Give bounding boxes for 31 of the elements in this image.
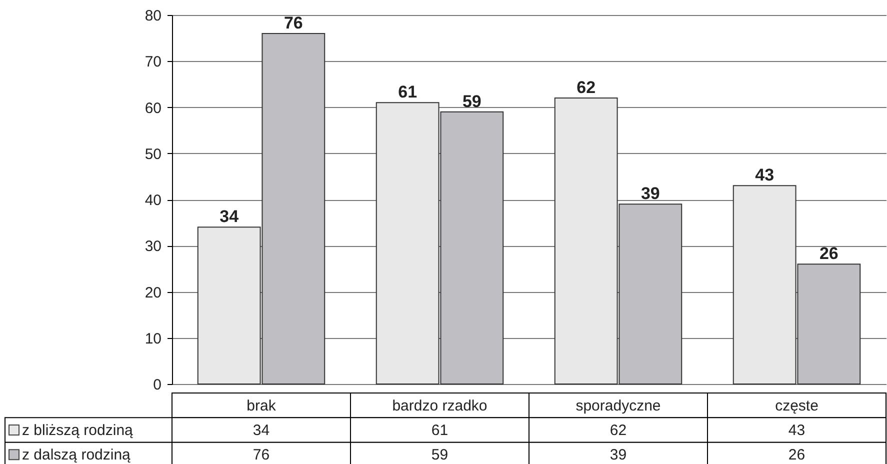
data-label: 26: [788, 446, 806, 464]
data-label: 34: [252, 422, 270, 439]
data-label: 62: [610, 422, 627, 439]
y-tick-label: 20: [144, 284, 162, 302]
y-tick-label: 50: [144, 146, 162, 163]
legend-label: z dalszą rodziną: [22, 446, 132, 464]
annotation: 43: [755, 166, 774, 185]
y-tick-label: 70: [144, 54, 162, 71]
annotation: 62: [576, 78, 596, 98]
annotation: 39: [640, 184, 660, 204]
x-tick-label: brak: [246, 397, 276, 414]
y-tick-label: 40: [144, 192, 162, 209]
legend-label: z bliższą rodziną: [22, 422, 134, 439]
annotation: 61: [398, 82, 418, 102]
y-tick-label: 0: [153, 376, 162, 394]
data-label: 76: [252, 446, 270, 464]
x-tick-label: sporadyczne: [576, 397, 661, 414]
x-tick-label: bardzo rzadko: [392, 397, 488, 414]
annotation: 26: [819, 244, 838, 264]
y-tick-label: 80: [144, 8, 162, 24]
annotation: 34: [220, 207, 240, 226]
annotation: 76: [284, 13, 303, 32]
data-label: 61: [431, 422, 448, 439]
y-tick-label: 10: [144, 330, 162, 348]
annotation: 59: [462, 92, 482, 111]
data-label: 39: [610, 446, 627, 464]
y-tick-label: 60: [144, 100, 162, 117]
data-label: 43: [788, 422, 806, 439]
y-tick-label: 30: [144, 238, 162, 256]
x-tick-label: częste: [775, 397, 818, 414]
data-label: 59: [431, 446, 448, 464]
